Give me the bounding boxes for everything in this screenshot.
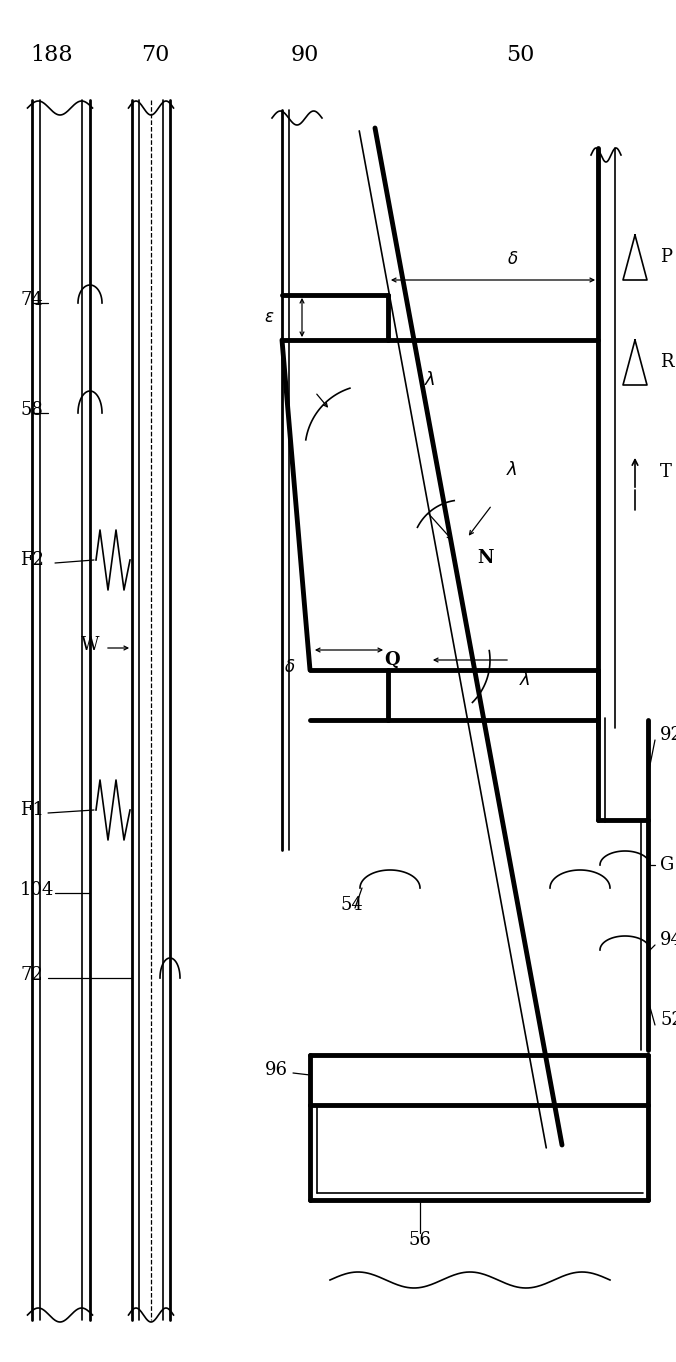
Text: N: N bbox=[477, 549, 493, 567]
Text: 104: 104 bbox=[20, 881, 54, 899]
Text: P: P bbox=[660, 248, 672, 266]
Text: W: W bbox=[80, 636, 99, 654]
Text: $\delta$: $\delta$ bbox=[284, 658, 295, 676]
Text: $\lambda$: $\lambda$ bbox=[425, 370, 436, 390]
Text: T: T bbox=[660, 463, 672, 481]
Text: 96: 96 bbox=[265, 1061, 288, 1079]
Text: G: G bbox=[660, 855, 674, 874]
Text: 90: 90 bbox=[291, 44, 319, 65]
Text: Q: Q bbox=[385, 651, 400, 669]
Text: $\varepsilon$: $\varepsilon$ bbox=[264, 309, 274, 326]
Text: 188: 188 bbox=[30, 44, 73, 65]
Text: R: R bbox=[660, 353, 673, 370]
Text: $\lambda$: $\lambda$ bbox=[506, 460, 518, 479]
Text: $\delta$: $\delta$ bbox=[507, 252, 518, 268]
Text: 70: 70 bbox=[141, 44, 169, 65]
Text: F1: F1 bbox=[20, 801, 44, 819]
Text: 72: 72 bbox=[20, 966, 43, 983]
Text: 52: 52 bbox=[660, 1011, 676, 1030]
Text: 56: 56 bbox=[408, 1231, 431, 1249]
Text: 54: 54 bbox=[340, 896, 363, 914]
Text: 58: 58 bbox=[20, 400, 43, 419]
Text: F2: F2 bbox=[20, 552, 44, 569]
Text: $\lambda$: $\lambda$ bbox=[519, 671, 531, 689]
Text: 94: 94 bbox=[660, 932, 676, 949]
Text: 74: 74 bbox=[20, 291, 43, 309]
Text: 92: 92 bbox=[660, 726, 676, 744]
Text: 50: 50 bbox=[506, 44, 534, 65]
